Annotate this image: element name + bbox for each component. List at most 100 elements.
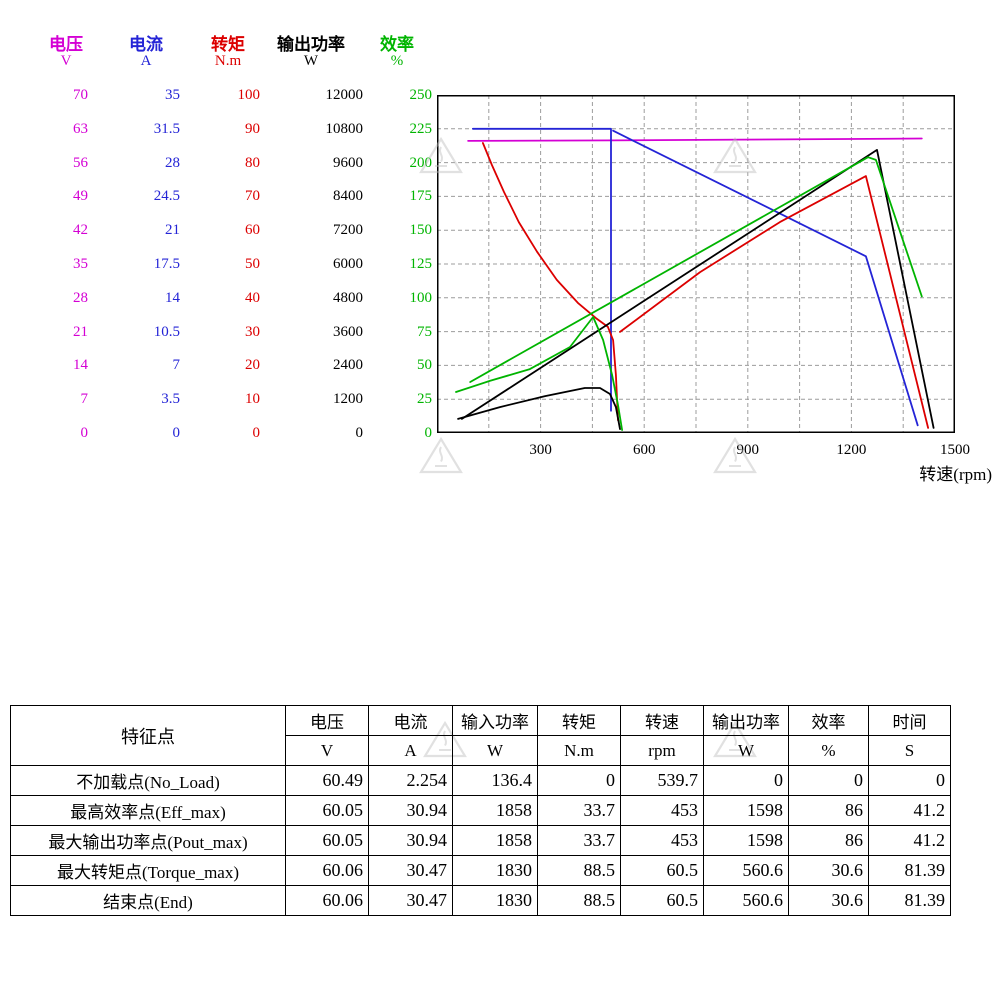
feature-label-torque-max: 最大转矩点(Torque_max) (10, 855, 286, 886)
y-tick-voltage: 63 (73, 120, 88, 137)
value-eff-max-output-power: 1598 (703, 795, 789, 826)
y-axis-unit-current: A (140, 53, 152, 69)
y-tick-current: 0 (172, 425, 181, 441)
y-tick-torque: 60 (245, 222, 260, 239)
y-tick-power: 4800 (333, 289, 363, 306)
y-tick-current: 14 (165, 289, 180, 306)
feature-label-eff-max: 最高效率点(Eff_max) (10, 795, 286, 826)
y-tick-efficiency: 150 (409, 222, 433, 239)
table-col-unit-current: A (368, 735, 453, 766)
y-tick-voltage: 14 (73, 357, 88, 374)
curve-torque-highspeed (619, 175, 930, 429)
y-tick-current: 31.5 (153, 120, 180, 137)
x-axis-title: 转速(rpm) (919, 465, 992, 484)
value-torque-max-speed: 60.5 (620, 855, 704, 886)
y-tick-current: 7 (172, 357, 181, 374)
value-eff-max-time: 41.2 (868, 795, 951, 826)
value-torque-max-output-power: 560.6 (703, 855, 789, 886)
table-col-unit-torque: N.m (537, 735, 621, 766)
y-tick-voltage: 0 (80, 425, 89, 441)
y-tick-power: 10800 (325, 120, 364, 137)
y-tick-voltage: 49 (73, 188, 88, 205)
table-row-no-load: 不加载点(No_Load) 60.49 2.254 136.4 0 539.7 0 0 0 (10, 765, 951, 796)
value-eff-max-current: 30.94 (368, 795, 453, 826)
table-col-unit-efficiency: % (788, 735, 869, 766)
value-eff-max-torque: 33.7 (537, 795, 621, 826)
y-tick-torque: 30 (245, 323, 260, 340)
value-pout-max-speed: 453 (620, 825, 704, 856)
curve-power-load (457, 387, 621, 431)
y-tick-torque: 10 (245, 391, 260, 408)
y-tick-efficiency: 175 (409, 188, 433, 205)
table-header-row: 特征点 电压 电流 输入功率 转矩 转速 输出功率 效率 时间 (10, 705, 951, 766)
value-end-speed: 60.5 (620, 885, 704, 916)
table-col-header-voltage: 电压 (285, 705, 369, 736)
y-tick-power: 1200 (333, 391, 363, 408)
y-axis-title-torque: 转矩 (211, 35, 245, 54)
value-pout-max-input-power: 1858 (452, 825, 538, 856)
value-end-input-power: 1830 (452, 885, 538, 916)
y-tick-voltage: 42 (73, 222, 88, 239)
table-units-row: V A W N.m rpm W% S (11, 735, 951, 766)
value-pout-max-voltage: 60.05 (285, 825, 369, 856)
y-tick-power: 7200 (333, 222, 363, 239)
y-tick-efficiency: 100 (409, 289, 433, 306)
curve-power-highspeed (460, 149, 935, 429)
y-tick-current: 10.5 (153, 323, 180, 340)
value-eff-max-voltage: 60.05 (285, 795, 369, 826)
y-tick-torque: 80 (245, 154, 260, 171)
table-col-header-time: 时间 (868, 705, 951, 736)
table-col-header-input-power: 输入功率 (452, 705, 538, 736)
value-end-efficiency: 30.6 (788, 885, 869, 916)
value-no-load-current: 2.254 (368, 765, 453, 796)
value-no-load-time: 0 (868, 765, 951, 796)
curve-torque-load (482, 142, 619, 422)
value-end-time: 81.39 (868, 885, 951, 916)
characteristic-points-table: 特征点 电压 电流 输入功率 转矩 转速 输出功率 效率 时间 V A W N.m rpm W% S 不加载点(… (10, 705, 951, 916)
value-torque-max-efficiency: 30.6 (788, 855, 869, 886)
performance-chart (437, 95, 955, 433)
table-col-unit-speed: rpm (620, 735, 704, 766)
curve-current-highspeed (612, 129, 919, 427)
y-tick-voltage: 7 (80, 391, 89, 408)
value-pout-max-output-power: 1598 (703, 825, 789, 856)
plot-border (437, 95, 955, 433)
y-axis-unit-torque: N.m (214, 53, 242, 69)
y-tick-voltage: 35 (73, 256, 88, 272)
y-tick-current: 35 (165, 87, 180, 103)
y-tick-voltage: 28 (73, 289, 88, 306)
y-tick-power: 9600 (333, 154, 363, 171)
y-tick-current: 17.5 (153, 256, 180, 272)
y-tick-torque: 20 (245, 357, 260, 374)
value-torque-max-torque: 88.5 (537, 855, 621, 886)
table-col-header-efficiency: 效率 (788, 705, 869, 736)
y-tick-power: 8400 (333, 188, 363, 205)
value-end-current: 30.47 (368, 885, 453, 916)
y-axis-title-voltage: 电压 (49, 35, 83, 54)
x-tick-600: 600 (632, 442, 656, 458)
y-axis-title-efficiency: 效率 (380, 35, 414, 54)
feature-label-pout-max: 最大输出功率点(Pout_max) (10, 825, 286, 856)
value-pout-max-time: 41.2 (868, 825, 951, 856)
value-no-load-voltage: 60.49 (285, 765, 369, 796)
value-no-load-torque: 0 (537, 765, 621, 796)
watermark-logo (418, 436, 464, 483)
value-pout-max-current: 30.94 (368, 825, 453, 856)
value-end-torque: 88.5 (537, 885, 621, 916)
x-tick-900: 900 (736, 442, 760, 458)
feature-label-no-load: 不加载点(No_Load) (10, 765, 286, 796)
y-tick-current: 3.5 (161, 391, 180, 408)
y-axis-unit-voltage: V (60, 53, 72, 69)
value-torque-max-voltage: 60.06 (285, 855, 369, 886)
table-col-unit-voltage: V (285, 735, 369, 766)
y-tick-torque: 70 (245, 188, 260, 205)
y-tick-current: 28 (165, 154, 180, 171)
value-no-load-output-power: 0 (703, 765, 789, 796)
table-col-unit-input-power: W (452, 735, 538, 766)
value-torque-max-current: 30.47 (368, 855, 453, 886)
x-tick-1200: 1200 (836, 442, 867, 458)
y-tick-efficiency: 50 (417, 357, 432, 374)
value-end-output-power: 560.6 (703, 885, 789, 916)
y-tick-torque: 40 (245, 289, 260, 306)
